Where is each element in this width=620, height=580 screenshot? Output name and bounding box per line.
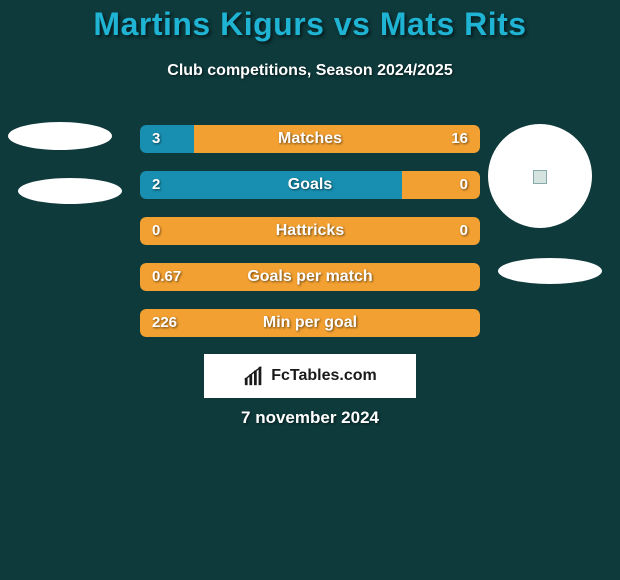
stat-row: 226Min per goal: [140, 309, 480, 337]
watermark: FcTables.com: [204, 354, 416, 398]
comparison-infographic: Martins Kigurs vs Mats Rits Club competi…: [0, 0, 620, 580]
stat-value-left: 0.67: [140, 263, 193, 291]
stat-row: 20Goals: [140, 171, 480, 199]
subtitle: Club competitions, Season 2024/2025: [0, 62, 620, 80]
date-text: 7 november 2024: [0, 408, 620, 428]
stat-value-left: 3: [140, 125, 172, 153]
stat-bar-left: [140, 171, 402, 199]
stat-value-right: 0: [448, 217, 480, 245]
player-silhouette-ellipse: [18, 178, 122, 204]
watermark-text: FcTables.com: [271, 367, 377, 385]
bar-chart-icon: [243, 365, 265, 387]
stat-bar-left: [140, 309, 480, 337]
stat-bars: 316Matches20Goals00Hattricks0.67Goals pe…: [140, 125, 480, 355]
stat-value-right: 16: [439, 125, 480, 153]
stat-row: 00Hattricks: [140, 217, 480, 245]
avatar-placeholder-icon: [533, 170, 547, 189]
player-silhouette-ellipse: [8, 122, 112, 150]
player-silhouette-ellipse: [498, 258, 602, 284]
page-title: Martins Kigurs vs Mats Rits: [0, 6, 620, 43]
stat-value-right: 0: [448, 171, 480, 199]
stat-value-left: 226: [140, 309, 189, 337]
stat-bar-right: [194, 125, 480, 153]
stat-value-left: 2: [140, 171, 172, 199]
stat-row: 0.67Goals per match: [140, 263, 480, 291]
stat-bar-left: [140, 217, 480, 245]
stat-value-left: 0: [140, 217, 172, 245]
stat-row: 316Matches: [140, 125, 480, 153]
